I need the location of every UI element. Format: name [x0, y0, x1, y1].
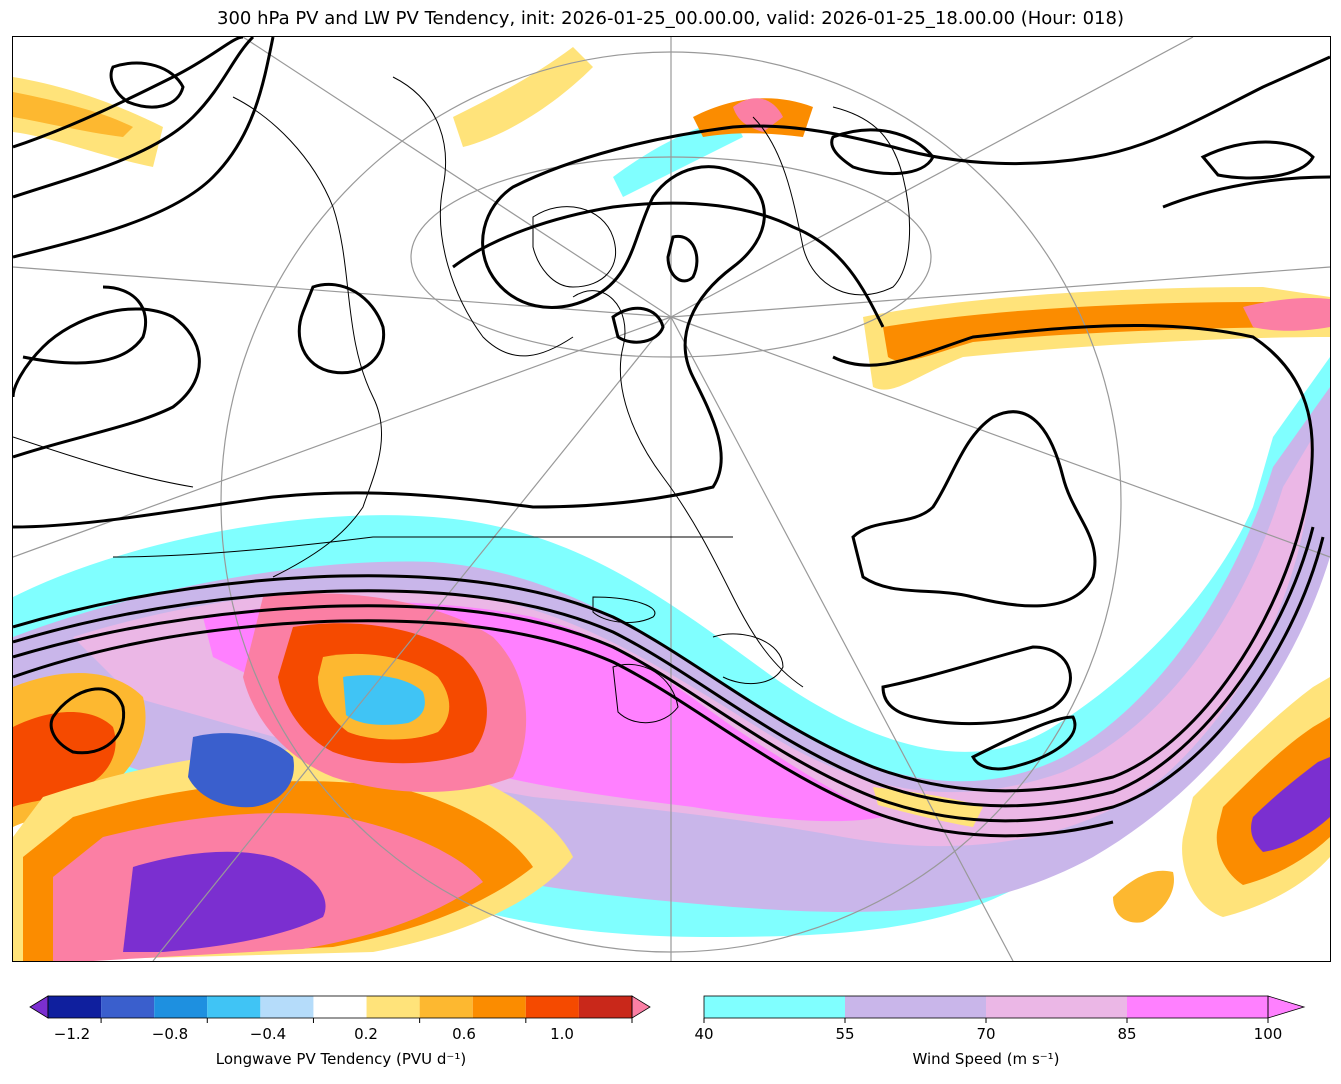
wind-tick-label: 70: [976, 1025, 996, 1043]
pv-contour: [1162, 175, 1330, 209]
pv-contour: [666, 234, 699, 283]
meridian: [152, 316, 672, 961]
pv-patch: [123, 851, 326, 952]
pv-contour: [13, 37, 275, 259]
colorbar-swatch: [1127, 996, 1268, 1018]
pv-patch: [453, 47, 593, 147]
pv-contour: [452, 201, 885, 328]
pv-contour: [109, 61, 185, 109]
wind-speed-colorbar: [703, 995, 1306, 1023]
pv-contour: [851, 410, 1097, 608]
pv-contour: [970, 715, 1077, 771]
colorbar-swatch: [472, 996, 526, 1018]
pv-tick-label: −0.4: [249, 1025, 287, 1043]
chart-title: 300 hPa PV and LW PV Tendency, init: 202…: [217, 8, 1124, 29]
colorbar-extend-low: [29, 995, 49, 1019]
meridian: [13, 266, 672, 318]
colorbar-outline: [47, 995, 633, 1019]
colorbar-extend-high: [1267, 995, 1306, 1019]
colorbar-swatch: [366, 996, 420, 1018]
wind-tick-label: 100: [1253, 1025, 1283, 1043]
pv-contour: [13, 526, 1315, 808]
pv-patch: [188, 733, 294, 808]
coastline: [392, 76, 574, 357]
coastline: [612, 663, 679, 724]
meridian: [670, 266, 1330, 318]
colorbar-swatch: [207, 996, 261, 1018]
meridian: [670, 37, 1194, 318]
pv-tick-label: 1.0: [550, 1025, 574, 1043]
pv-contour: [13, 37, 255, 199]
map-canvas: [13, 37, 1330, 961]
colorbar-swatch: [419, 996, 473, 1018]
pv-contour: [881, 645, 1072, 726]
coastline: [712, 633, 784, 685]
pv-contour: [830, 128, 935, 176]
colorbar-swatch: [48, 996, 102, 1018]
pv-tendency-colorbar-label: Longwave PV Tendency (PVU d⁻¹): [215, 1050, 467, 1068]
pv-patch: [1251, 757, 1330, 852]
colorbar-swatch: [154, 996, 208, 1018]
pv-contour: [13, 323, 1314, 793]
pv-contour: [297, 282, 386, 375]
coastline: [592, 596, 656, 623]
pv-contour: [13, 307, 201, 459]
colorbar-swatch: [525, 996, 579, 1018]
pv-contour: [611, 306, 665, 344]
colorbar-swatch: [986, 996, 1127, 1018]
pv-patch: [13, 92, 133, 137]
colorbar-swatch: [704, 996, 845, 1018]
pv-patch: [343, 675, 425, 725]
colorbar-swatch: [260, 996, 314, 1018]
coastline: [532, 206, 617, 288]
pv-patch: [733, 98, 783, 132]
colorbar-swatch: [578, 996, 632, 1018]
pv-contour: [13, 536, 1325, 823]
pv-tendency-fill: [13, 47, 1330, 961]
meridian: [242, 37, 672, 318]
pv-tick-label: 0.6: [452, 1025, 476, 1043]
colorbar-swatch: [845, 996, 986, 1018]
pv-tick-label: −0.8: [151, 1025, 189, 1043]
pv-patch: [1243, 297, 1330, 331]
colorbar-swatch: [101, 996, 155, 1018]
colorbar-extend-high: [631, 995, 651, 1019]
pv-contour: [49, 687, 126, 755]
coastline: [572, 290, 804, 688]
meridian: [670, 316, 1014, 961]
colorbar-swatch: [313, 996, 367, 1018]
pv-contours: [13, 37, 1330, 838]
meridian: [670, 316, 1330, 558]
pv-tick-label: −1.2: [53, 1025, 91, 1043]
coastline: [232, 96, 383, 578]
coastlines: [13, 76, 910, 724]
pv-contour: [13, 55, 1330, 529]
pv-tendency-colorbar: [29, 995, 651, 1023]
wind-tick-label: 40: [694, 1025, 714, 1043]
map-panel: [12, 36, 1331, 962]
wind-speed-colorbar-svg: [703, 995, 1306, 1023]
coastline: [13, 436, 194, 488]
coastline: [752, 106, 910, 296]
wind-speed-colorbar-label: Wind Speed (m s⁻¹): [912, 1050, 1060, 1068]
wind-tick-label: 85: [1117, 1025, 1137, 1043]
pv-contour: [22, 285, 148, 365]
pv-contour: [13, 37, 244, 149]
pv-patch: [883, 302, 1330, 362]
coastline: [112, 536, 733, 558]
pv-contour: [13, 619, 1114, 838]
pv-tendency-colorbar-svg: [29, 995, 651, 1023]
pv-patch: [1113, 870, 1174, 923]
wind-tick-label: 55: [835, 1025, 855, 1043]
pv-contour: [1200, 140, 1315, 180]
pv-tick-label: 0.2: [354, 1025, 378, 1043]
